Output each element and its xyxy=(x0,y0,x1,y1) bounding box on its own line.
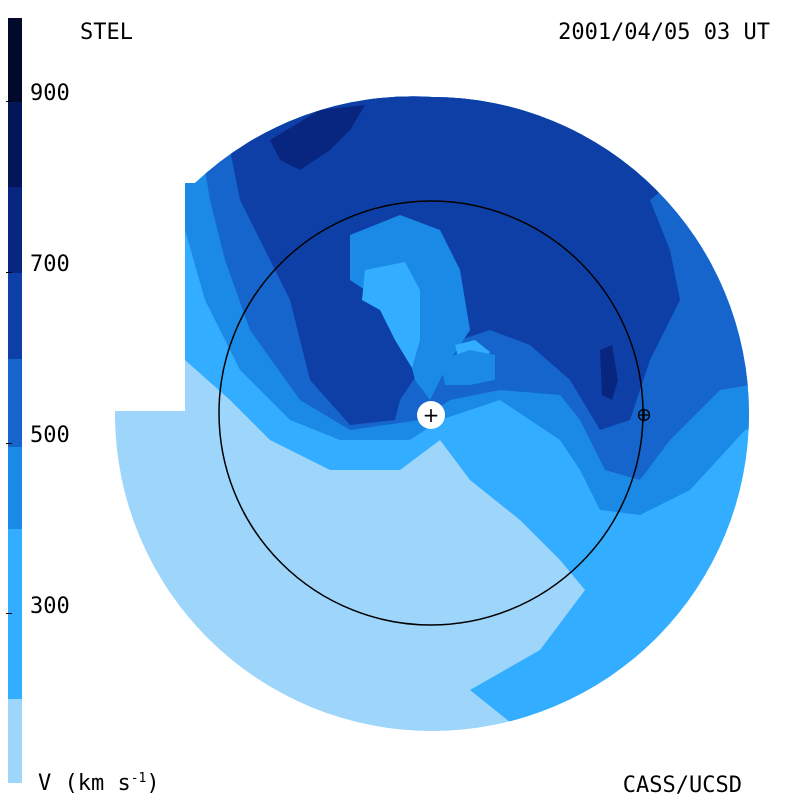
region-v400 xyxy=(440,350,495,385)
colorbar-segment xyxy=(8,447,22,529)
colorbar-tick-label: 300 xyxy=(30,594,70,619)
earth-orbit xyxy=(218,200,644,626)
colorbar-tick xyxy=(6,443,12,444)
unit-prefix: V (km s xyxy=(38,771,131,796)
datetime-label: 2001/04/05 03 UT xyxy=(558,20,770,45)
colorbar-segment xyxy=(8,102,22,187)
unit-suffix: ) xyxy=(146,771,160,796)
region-v700 xyxy=(270,105,365,170)
colorbar-segment xyxy=(8,18,22,102)
source-label: STEL xyxy=(80,20,133,45)
colorbar-tick-label: 500 xyxy=(30,423,70,448)
colorbar-tick xyxy=(6,101,12,102)
colorbar-segment xyxy=(8,529,22,699)
colorbar-tick xyxy=(6,272,12,273)
colorbar-tick-label: 700 xyxy=(30,252,70,277)
unit-label: V (km s-1) xyxy=(38,772,160,795)
colorbar-segment xyxy=(8,359,22,447)
colorbar-tick xyxy=(6,613,12,614)
sun-marker xyxy=(417,401,445,429)
unit-exponent: -1 xyxy=(130,771,147,786)
colorbar-segment xyxy=(8,699,22,783)
region-v700 xyxy=(600,345,618,400)
region-v300 xyxy=(362,262,420,368)
colorbar xyxy=(8,18,22,783)
colorbar-tick-label: 900 xyxy=(30,81,70,106)
colorbar-segment xyxy=(8,273,22,359)
credit-label: CASS/UCSD xyxy=(622,773,742,798)
region-v600 xyxy=(230,96,700,430)
colorbar-segment xyxy=(8,187,22,273)
sun-symbol: + xyxy=(423,403,440,427)
